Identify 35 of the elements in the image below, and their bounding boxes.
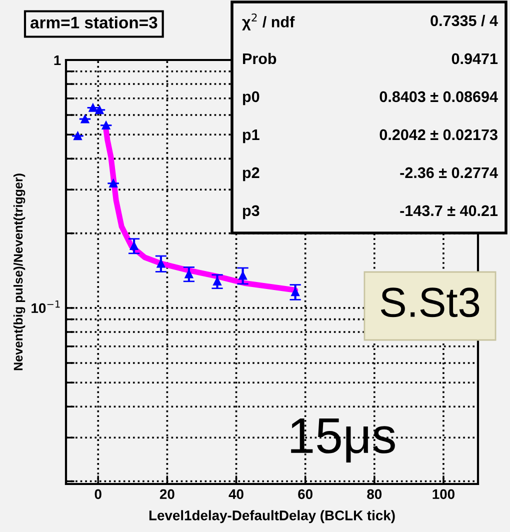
- x-tick-label: 0: [94, 489, 102, 500]
- point: [213, 277, 222, 286]
- y-tick-label: 10$^{−1}$: [32, 300, 60, 314]
- x-tick-label: 60: [298, 489, 312, 500]
- annotation: 0.8403 ± 0.08694: [380, 91, 498, 102]
- annotation: 15μs: [291, 418, 395, 463]
- point: [74, 132, 82, 140]
- point: [109, 179, 118, 188]
- annotation: -143.7 ± 40.21: [400, 205, 498, 216]
- y-axis-title: Nevent(big pulse)/Nevent(trigger): [13, 174, 26, 370]
- point: [291, 288, 300, 296]
- annotation: p0: [243, 91, 260, 106]
- point: [80, 114, 90, 124]
- point: [88, 104, 98, 112]
- x-tick-label: 100: [432, 489, 454, 500]
- point: [95, 106, 104, 114]
- point: [130, 242, 138, 250]
- annotation: p1: [243, 129, 260, 144]
- annotation: 0.9471: [452, 53, 498, 64]
- annotation: p2: [243, 167, 260, 182]
- x-tick-label: 40: [228, 489, 244, 500]
- annotation: S.St3: [380, 288, 480, 318]
- x-tick-label: 20: [160, 489, 174, 500]
- annotation: Prob: [243, 52, 276, 64]
- annotation: 0.2042 ± 0.02173: [380, 129, 498, 140]
- text: χ$^{2}$ / ndf: [242, 13, 295, 30]
- x-axis-title: Level1delay-DefaultDelay (BCLK tick): [149, 510, 395, 524]
- annotation: -2.36 ± 0.2774: [400, 167, 498, 178]
- y-tick-label: 1: [54, 55, 61, 66]
- text: 0.7335 / 4: [430, 14, 498, 26]
- chart-title: arm=1 station=3: [30, 16, 158, 28]
- x-tick-label: 80: [367, 489, 382, 500]
- point: [102, 121, 110, 130]
- point: [238, 271, 247, 280]
- annotation: p3: [243, 205, 260, 220]
